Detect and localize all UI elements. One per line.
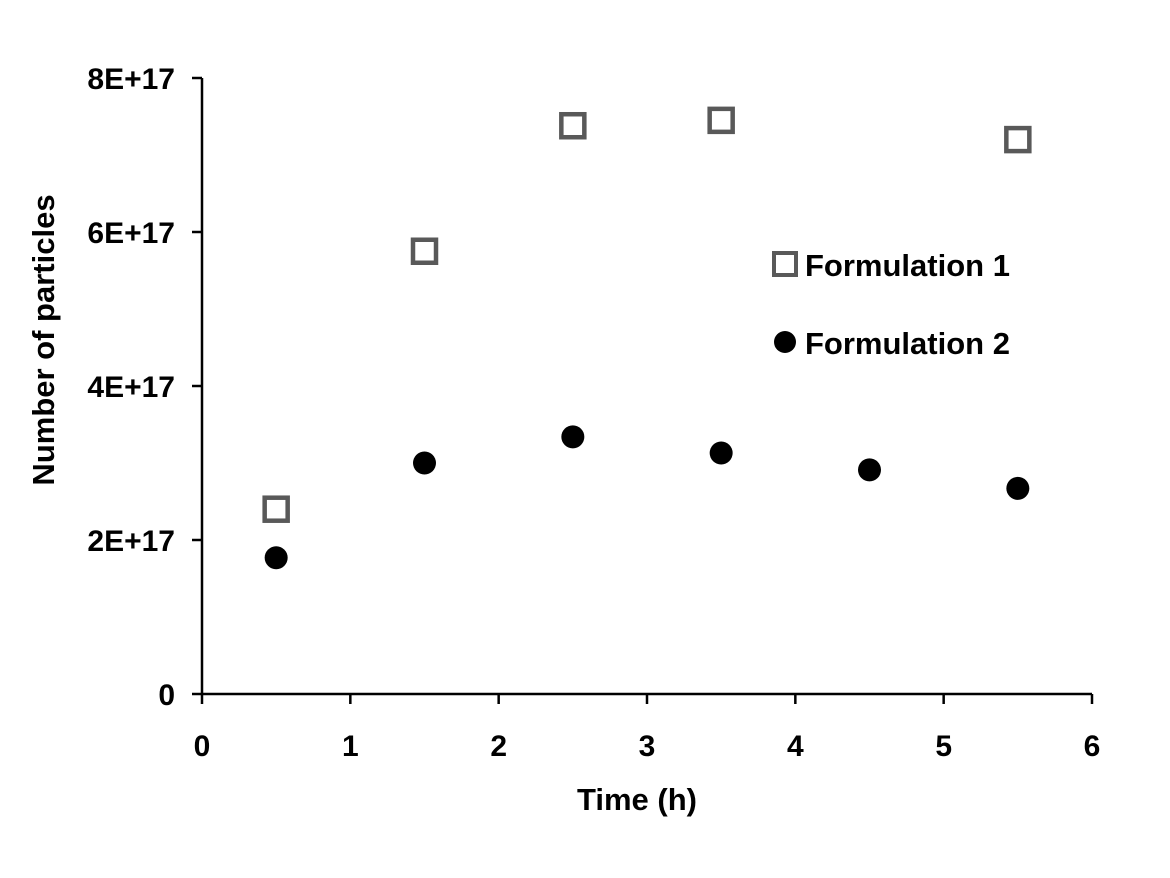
data-point-formulation-2 [413,451,436,475]
legend-label-formulation-1: Formulation 1 [805,248,1010,283]
series-1 [262,106,1032,523]
x-tick-label: 3 [639,730,656,763]
y-tick-label: 8E+17 [87,63,175,96]
x-ticks: 0 1 2 3 4 5 6 [194,694,1101,763]
legend: Formulation 1 Formulation 2 [772,248,1010,361]
x-tick-label: 0 [194,730,211,763]
data-point-formulation-1 [410,237,439,265]
legend-marker-formulation-2 [774,331,796,353]
data-point-formulation-1 [262,495,290,523]
y-tick-label: 4E+17 [87,371,175,404]
y-tick-label: 6E+17 [87,217,175,250]
data-point-formulation-1 [559,111,587,140]
series-layer [262,106,1032,570]
y-ticks: 0 2E+17 4E+17 6E+17 8E+17 [87,63,202,712]
y-tick-label: 0 [158,679,175,712]
data-point-formulation-2 [1006,476,1030,500]
axes [200,78,1092,696]
series-2 [264,425,1030,570]
data-point-formulation-2 [561,425,585,449]
y-axis-title: Number of particles [26,194,61,485]
data-point-formulation-2 [858,458,881,482]
legend-label-formulation-2: Formulation 2 [805,326,1010,361]
data-point-formulation-2 [709,441,733,465]
x-tick-label: 4 [787,730,804,763]
legend-marker-formulation-1 [772,251,798,277]
x-tick-label: 2 [490,730,507,763]
data-point-formulation-1 [707,106,735,135]
x-axis-title: Time (h) [577,782,697,817]
x-tick-label: 6 [1084,730,1101,763]
data-point-formulation-1 [1004,125,1032,154]
x-tick-label: 1 [342,730,359,763]
y-tick-label: 2E+17 [87,525,175,558]
data-point-formulation-2 [264,546,288,570]
x-tick-label: 5 [935,730,952,763]
